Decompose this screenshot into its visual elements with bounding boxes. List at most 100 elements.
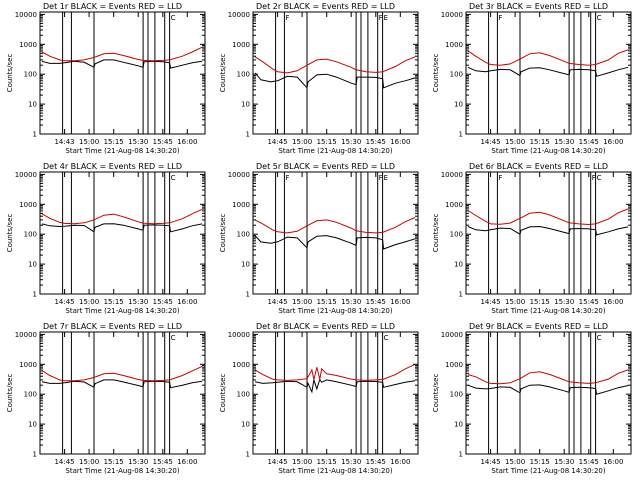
x-tick-label: 15:30 xyxy=(128,138,148,146)
x-tick-label: 16:00 xyxy=(390,298,410,306)
plot-frame xyxy=(39,11,206,135)
series-line-lld xyxy=(467,208,629,226)
event-marker-label: C xyxy=(171,334,176,342)
y-tick-label: 1 xyxy=(246,451,250,459)
y-tick-label: 100 xyxy=(450,231,463,239)
y-axis-label: Counts/sec xyxy=(219,54,227,93)
event-marker-label: C xyxy=(597,14,602,22)
event-marker-label: E xyxy=(384,14,388,22)
event-marker-label: C xyxy=(171,174,176,182)
series-line-events xyxy=(254,378,416,394)
y-tick-label: 10000 xyxy=(15,331,37,339)
y-tick-label: 1000 xyxy=(232,201,250,209)
y-tick-label: 1 xyxy=(459,451,463,459)
x-tick-label: 15:15 xyxy=(317,458,337,466)
x-axis-label: Start Time (21-Aug-08 14:30:20) xyxy=(278,147,392,155)
y-axis-label: Counts/sec xyxy=(432,54,440,93)
x-tick-label: 15:30 xyxy=(341,458,361,466)
y-tick-label: 100 xyxy=(237,71,250,79)
x-tick-label: 16:00 xyxy=(177,138,197,146)
x-tick-label: 15:30 xyxy=(128,298,148,306)
series-line-lld xyxy=(467,369,629,385)
y-tick-label: 10000 xyxy=(228,331,250,339)
x-tick-label: 14:45 xyxy=(267,138,287,146)
plot-frame xyxy=(39,171,206,295)
y-axis-label: Counts/sec xyxy=(6,374,14,413)
x-tick-label: 14:45 xyxy=(480,458,500,466)
x-tick-label: 16:00 xyxy=(390,138,410,146)
x-tick-label: 15:30 xyxy=(554,458,574,466)
y-tick-label: 1000 xyxy=(445,201,463,209)
x-tick-label: 15:00 xyxy=(292,138,312,146)
y-tick-label: 1000 xyxy=(19,41,37,49)
y-axis-label: Counts/sec xyxy=(6,214,14,253)
plot-frame xyxy=(465,11,632,135)
y-tick-label: 10 xyxy=(241,421,250,429)
plot-title: Det 2r BLACK = Events RED = LLD xyxy=(256,2,395,11)
x-tick-label: 15:45 xyxy=(366,458,386,466)
event-marker-label: C xyxy=(597,334,602,342)
plot-frame xyxy=(252,171,419,295)
plot-title: Det 3r BLACK = Events RED = LLD xyxy=(469,2,608,11)
plot-frame xyxy=(252,11,419,135)
y-tick-label: 10 xyxy=(28,101,37,109)
x-tick-label: 14:45 xyxy=(54,458,74,466)
y-tick-label: 100 xyxy=(237,231,250,239)
plot-frame xyxy=(465,331,632,455)
x-tick-label: 16:00 xyxy=(390,458,410,466)
x-tick-label: 15:15 xyxy=(104,298,124,306)
x-tick-label: 15:00 xyxy=(505,458,525,466)
x-tick-label: 15:15 xyxy=(104,138,124,146)
y-tick-label: 10 xyxy=(241,101,250,109)
y-tick-label: 1 xyxy=(33,451,37,459)
series-line-events xyxy=(41,379,203,389)
y-tick-label: 100 xyxy=(450,71,463,79)
event-marker-label: F xyxy=(498,14,502,22)
y-axis-label: Counts/sec xyxy=(432,214,440,253)
plot-panel: Det 1r BLACK = Events RED = LLD C 1 10 100 10… xyxy=(6,2,206,155)
series-line-lld xyxy=(41,365,203,382)
y-tick-label: 10 xyxy=(28,421,37,429)
x-tick-label: 14:45 xyxy=(267,298,287,306)
x-axis-label: Start Time (21-Aug-08 14:30:20) xyxy=(491,147,605,155)
plot-panel: Det 3r BLACK = Events RED = LLD F C 1 10 100 1… xyxy=(432,2,632,155)
x-tick-label: 15:00 xyxy=(505,138,525,146)
x-tick-label: 15:15 xyxy=(530,458,550,466)
y-tick-label: 100 xyxy=(450,391,463,399)
y-tick-label: 100 xyxy=(24,71,37,79)
y-tick-label: 1000 xyxy=(445,361,463,369)
y-tick-label: 1 xyxy=(33,291,37,299)
y-tick-label: 100 xyxy=(24,391,37,399)
series-line-lld xyxy=(254,363,416,381)
y-tick-label: 1 xyxy=(246,131,250,139)
x-axis-label: Start Time (21-Aug-08 14:30:20) xyxy=(491,467,605,475)
series-line-events xyxy=(467,66,629,77)
plot-title: Det 9r BLACK = Events RED = LLD xyxy=(469,322,608,331)
series-line-lld xyxy=(254,56,416,74)
series-line-events xyxy=(41,223,203,233)
x-axis-label: Start Time (21-Aug-08 14:30:20) xyxy=(65,147,179,155)
x-axis-label: Start Time (21-Aug-08 14:30:20) xyxy=(65,307,179,315)
x-tick-label: 14:45 xyxy=(54,298,74,306)
series-line-events xyxy=(254,235,416,250)
y-tick-label: 10 xyxy=(454,261,463,269)
x-tick-label: 15:30 xyxy=(554,138,574,146)
y-axis-label: Counts/sec xyxy=(219,214,227,253)
plot-panel: Det 4r BLACK = Events RED = LLD C 1 10 100 10… xyxy=(6,162,206,315)
plot-title: Det 7r BLACK = Events RED = LLD xyxy=(43,322,182,331)
x-tick-label: 15:00 xyxy=(292,458,312,466)
y-tick-label: 1 xyxy=(459,291,463,299)
x-tick-label: 15:45 xyxy=(153,298,173,306)
series-line-events xyxy=(467,384,629,395)
y-tick-label: 10000 xyxy=(441,331,463,339)
series-line-lld xyxy=(254,217,416,234)
x-tick-label: 15:00 xyxy=(505,298,525,306)
plot-title: Det 5r BLACK = Events RED = LLD xyxy=(256,162,395,171)
plot-frame xyxy=(252,331,419,455)
x-tick-label: 16:00 xyxy=(177,458,197,466)
x-tick-label: 14:45 xyxy=(480,138,500,146)
series-group xyxy=(254,56,416,89)
x-axis-label: Start Time (21-Aug-08 14:30:20) xyxy=(278,307,392,315)
